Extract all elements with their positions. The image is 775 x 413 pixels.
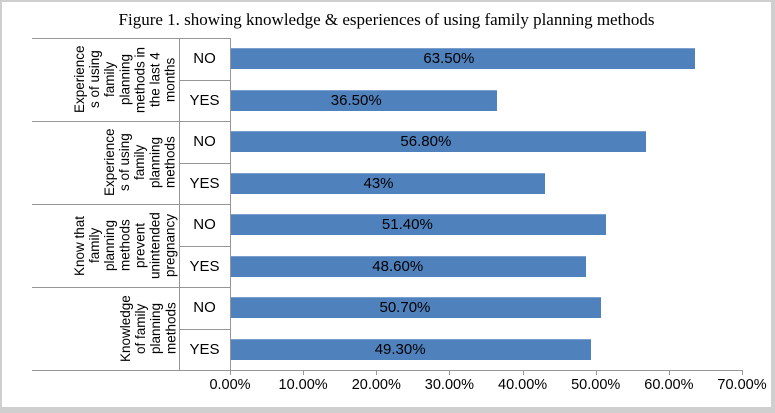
bar: 50.70% <box>231 297 602 318</box>
x-axis-tick <box>595 370 597 375</box>
x-axis-tick-label: 0.00% <box>209 377 251 393</box>
x-axis-tick-label: 50.00% <box>571 377 621 393</box>
x-axis-tick-label: 20.00% <box>351 377 401 393</box>
bar-value-label: 56.80% <box>400 133 452 150</box>
category-group-label: Experience s of using family planning me… <box>102 128 178 197</box>
x-axis-tick-label: 30.00% <box>424 377 474 393</box>
x-axis-tick <box>668 370 670 375</box>
group-separator-line <box>32 204 230 205</box>
group-separator-line <box>32 121 230 122</box>
x-axis-tick-label: 60.00% <box>644 377 694 393</box>
bar: 36.50% <box>231 89 498 111</box>
x-axis-tick-label: 70.00% <box>717 377 767 393</box>
bar-value-label: 50.70% <box>379 299 431 316</box>
bar: 56.80% <box>231 131 646 152</box>
subcategory-separator-line <box>179 245 230 247</box>
category-group-cell: Know that family planning methods preven… <box>32 204 178 287</box>
bar: 49.30% <box>231 338 591 360</box>
category-label: NO <box>193 299 216 317</box>
x-axis-tick <box>522 370 524 375</box>
chart-title: Figure 1. showing knowledge & esperience… <box>118 10 655 29</box>
y-axis-line <box>230 38 231 370</box>
category-group-cell: Experience s of using family planning me… <box>32 121 178 204</box>
chart-canvas: Figure 1. showing knowledge & esperience… <box>2 2 771 407</box>
category-label: YES <box>189 91 220 109</box>
x-axis-tick-label: 10.00% <box>278 377 328 393</box>
x-axis-tick <box>449 370 451 375</box>
bar-value-label: 49.30% <box>374 340 426 358</box>
category-group-cell: Knowledge of family planning methods <box>32 287 178 370</box>
group-separator-line <box>32 287 230 288</box>
subcategory-separator-line <box>179 328 230 330</box>
bar: 51.40% <box>231 214 607 235</box>
label-column-divider-line <box>179 38 180 370</box>
category-group-label: Know that family planning methods preven… <box>72 212 178 279</box>
category-group-cell: Experience s of using family planning me… <box>32 38 178 121</box>
category-label: YES <box>189 257 220 275</box>
bar: 48.60% <box>231 255 586 277</box>
bar-value-label: 43% <box>363 174 394 192</box>
category-label: NO <box>193 50 216 68</box>
x-axis-line <box>32 370 742 371</box>
bar-value-label: 48.60% <box>372 257 424 275</box>
table-top-border-line <box>32 38 230 39</box>
x-axis-tick-label: 40.00% <box>498 377 548 393</box>
x-axis-tick <box>230 370 231 375</box>
bar: 43% <box>231 172 545 194</box>
x-axis-tick <box>376 370 378 375</box>
category-group-label: Knowledge of family planning methods <box>117 295 178 362</box>
category-label: YES <box>189 340 220 358</box>
subcategory-separator-line <box>179 79 230 81</box>
bar-value-label: 51.40% <box>381 216 433 233</box>
category-group-label: Experience s of using family planning me… <box>72 45 178 114</box>
x-axis-tick <box>742 370 743 375</box>
category-label: NO <box>193 133 216 151</box>
category-label: NO <box>193 216 216 234</box>
bar-value-label: 63.50% <box>423 50 475 67</box>
bar: 63.50% <box>231 48 695 69</box>
bar-value-label: 36.50% <box>330 91 382 109</box>
x-axis-tick <box>303 370 305 375</box>
category-label: YES <box>189 174 220 192</box>
subcategory-separator-line <box>179 162 230 164</box>
